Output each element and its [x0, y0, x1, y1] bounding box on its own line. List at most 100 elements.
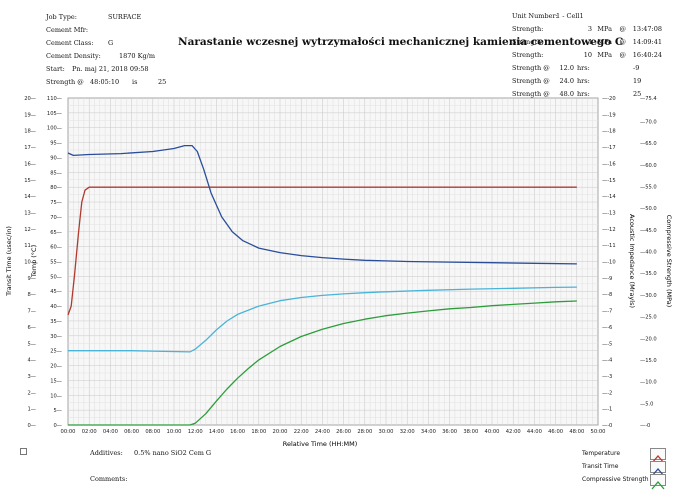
x-tick-label: 30:00	[379, 429, 394, 435]
temp-tick-label: 75—	[50, 200, 62, 206]
temp-tick-label: 65—	[50, 230, 62, 236]
chart-title: Narastanie wczesnej wytrzymałości mechan…	[178, 36, 624, 48]
x-axis-label: Relative Time (HH:MM)	[283, 440, 358, 448]
x-tick-label: 06:00	[124, 429, 139, 435]
strength-hrs-unit: hrs:	[577, 77, 590, 85]
strength-hrs-label: Strength @	[512, 90, 550, 98]
transit-tick-label: 9—	[28, 276, 37, 282]
strength-tick-label: —25.0	[640, 315, 657, 321]
strength-tick-label: —5.0	[640, 401, 653, 407]
strength-row: Strength: 4 MPa @14:09:41	[512, 38, 662, 46]
strength-hrs-hours: 48.0	[559, 90, 574, 98]
strength-row-label: Strength:	[512, 51, 544, 59]
strength-hrs-row: Strength @ 12.0 hrs: -9	[512, 64, 639, 72]
strength-at-unit: is	[132, 78, 138, 86]
strength-hrs-label: Strength @	[512, 64, 550, 72]
tick-labels: 00:00 02:00 04:00 06:00 08:00 10:00 12:00 14:00…	[24, 96, 657, 435]
impedance-tick-label: —-15	[602, 178, 616, 184]
x-tick-label: 18:00	[251, 429, 266, 435]
transit-tick-label: 15—	[24, 178, 36, 184]
strength-hrs-row: Strength @ 24.0 hrs: 19	[512, 77, 641, 85]
strength-tick-label: —50.0	[640, 206, 657, 212]
strength-tick-label: —70.0	[640, 119, 657, 125]
transit-tick-label: 7—	[28, 309, 37, 315]
legend-swatch	[650, 461, 666, 477]
cement-class-label: Cement Class:	[46, 39, 94, 47]
transit-tick-label: 1—	[28, 407, 37, 413]
strength-row-label: Strength:	[512, 38, 544, 46]
transit-tick-label: 18—	[24, 129, 36, 135]
strength-tick-label: —10.0	[640, 380, 657, 386]
strength-hrs-value: -9	[633, 64, 640, 72]
strength-row-unit: MPa	[597, 38, 612, 46]
impedance-tick-label: —-4	[602, 358, 613, 364]
x-tick-label: 16:00	[230, 429, 245, 435]
impedance-tick-label: —-1	[602, 407, 612, 413]
strength-tick-label: —20.0	[640, 336, 657, 342]
strength-row-at: @	[619, 38, 627, 46]
temp-tick-label: 110—	[47, 96, 62, 102]
strength-tick-label: —75.4	[640, 96, 657, 102]
legend-swatch-line	[651, 455, 665, 464]
transit-tick-label: 6—	[28, 325, 37, 331]
strength-hrs-value: 19	[633, 77, 642, 85]
comments-label: Comments:	[90, 475, 128, 483]
strength-hrs-hours: 12.0	[559, 64, 574, 72]
transit-tick-label: 5—	[28, 341, 37, 347]
job-type-value: SURFACE	[108, 13, 142, 21]
unit-number-value: 1 - Cell1	[556, 12, 584, 20]
strength-row-time: 14:09:41	[632, 38, 662, 46]
temp-tick-label: 50—	[50, 274, 62, 280]
impedance-tick-label: —-2	[602, 390, 612, 396]
unit-number: Unit Number:1 - Cell1	[512, 12, 584, 20]
strength-tick-label: —45.0	[640, 228, 657, 234]
cement-density-label: Cement Density:	[46, 52, 101, 60]
strength-row-at: @	[619, 51, 627, 59]
impedance-tick-label: —-11	[602, 243, 616, 249]
impedance-tick-label: —-13	[602, 210, 616, 216]
transit-tick-label: 10—	[24, 260, 36, 266]
checkbox[interactable]	[20, 448, 27, 455]
strength-hrs-label: Strength @	[512, 77, 550, 85]
transit-axis-label: Transit Time (usec/in)	[5, 226, 13, 297]
temp-tick-label: 40—	[50, 304, 62, 310]
temp-tick-label: 25—	[50, 349, 62, 355]
additives-value: 0.5% nano SiO2 Cem G	[134, 449, 212, 457]
impedance-tick-label: —-6	[602, 325, 612, 331]
strength-row-value: 3	[587, 25, 592, 33]
job-type: Job Type: SURFACE	[46, 13, 141, 21]
x-tick-label: 38:00	[463, 429, 478, 435]
impedance-tick-label: —-18	[602, 129, 616, 135]
strength-tick-label: —40.0	[640, 250, 657, 256]
x-tick-label: 08:00	[145, 429, 160, 435]
temp-tick-label: 90—	[50, 155, 62, 161]
x-tick-label: 04:00	[103, 429, 118, 435]
transit-tick-label: 12—	[24, 227, 36, 233]
strength-hrs-unit: hrs:	[577, 64, 590, 72]
additives: Additives: 0.5% nano SiO2 Cem G	[90, 449, 211, 457]
transit-tick-label: 13—	[24, 210, 36, 216]
strength-row-time: 13:47:08	[632, 25, 662, 33]
impedance-tick-label: —-5	[602, 341, 612, 347]
series-line-temperature	[67, 186, 577, 316]
strength-tick-label: —-0	[640, 423, 650, 429]
cement-mfr: Cement Mfr:	[46, 26, 108, 34]
strength-tick-label: —60.0	[640, 163, 657, 169]
temp-tick-label: 15—	[50, 378, 62, 384]
strength-at-value: 25	[158, 78, 167, 86]
transit-tick-label: 19—	[24, 112, 36, 118]
x-tick-label: 32:00	[400, 429, 415, 435]
transit-tick-label: 14—	[24, 194, 36, 200]
strength-row: Strength: 3 MPa @13:47:08	[512, 25, 662, 33]
legend-swatch	[650, 448, 666, 464]
temp-tick-label: 100—	[47, 126, 62, 132]
cement-density: Cement Density: 1870 Kg/m	[46, 52, 155, 60]
transit-tick-label: 8—	[28, 292, 37, 298]
strength-at-label: Strength @	[46, 78, 84, 86]
temp-tick-label: 35—	[50, 319, 62, 325]
temp-tick-label: 20—	[50, 364, 62, 370]
legend-swatch	[650, 474, 666, 490]
strength-hrs-value: 25	[633, 90, 642, 98]
temp-tick-label: 30—	[50, 334, 62, 340]
